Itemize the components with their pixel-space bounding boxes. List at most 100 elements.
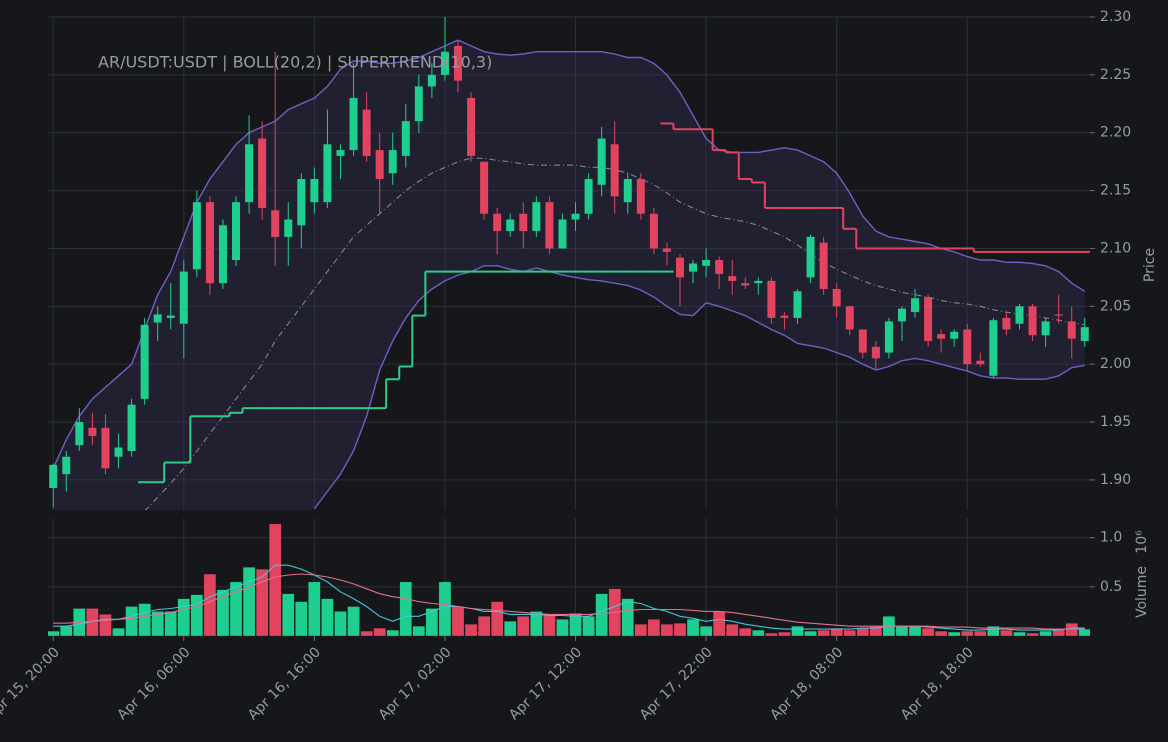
bollinger-band (53, 40, 1085, 510)
volume-bar (582, 616, 595, 636)
volume-bar (948, 631, 961, 636)
candle-body (989, 320, 998, 376)
volume-bar (647, 619, 661, 636)
candle-body (819, 242, 828, 289)
volume-bar (699, 626, 713, 636)
candle-body (728, 276, 737, 281)
volume-bar (399, 581, 412, 636)
candle-body (271, 210, 280, 237)
candle-body (832, 288, 841, 307)
candle-body (1080, 327, 1089, 342)
candle-body (597, 138, 606, 185)
volume-bar (843, 629, 856, 636)
candle-body (218, 225, 227, 284)
volume-bar (921, 627, 935, 636)
candle-body (675, 257, 684, 278)
y-tick-label: 2.10 (1100, 240, 1131, 256)
candle-body (937, 334, 946, 339)
volume-bar (1078, 628, 1090, 636)
candle-body (88, 427, 97, 436)
candle-body (950, 331, 959, 339)
candle-body (649, 213, 658, 249)
volume-bar (269, 523, 282, 636)
candle-body (258, 138, 267, 208)
volume-bar (856, 627, 869, 636)
volume-bar (504, 621, 517, 636)
y-tick-label: 2.00 (1100, 356, 1131, 372)
candle-body (1015, 306, 1024, 324)
volume-bar (203, 573, 217, 636)
volume-bar (895, 626, 909, 636)
candle-body (636, 179, 645, 214)
candle-body (780, 315, 789, 318)
candle-body (532, 202, 541, 232)
candle-body (1002, 317, 1011, 330)
candle-body (976, 360, 985, 365)
candle-body (323, 144, 332, 203)
volume-bar (739, 627, 752, 636)
volume-bar (778, 631, 791, 636)
y-tick-label: 2.15 (1100, 183, 1131, 199)
y-tick-label: 2.25 (1100, 67, 1131, 83)
volume-bar (242, 567, 256, 636)
candle-body (702, 260, 711, 266)
y-tick-label: 0.5 (1100, 579, 1122, 595)
volume-bar (765, 632, 778, 636)
volume-bar (425, 608, 439, 636)
candle-body (153, 314, 162, 323)
candle-body (715, 260, 724, 274)
candle-body (427, 74, 436, 87)
y-tick-label: 2.30 (1100, 9, 1131, 25)
volume-bar (530, 611, 543, 636)
bollinger-lower (313, 265, 1085, 510)
volume-bar (491, 601, 504, 636)
volume-bar (1000, 629, 1013, 636)
volume-bar (308, 581, 321, 636)
volume-bar (804, 630, 817, 636)
volume-bar (321, 598, 334, 636)
volume-bar (282, 593, 295, 636)
volume-bar (974, 630, 987, 636)
candle-body (401, 121, 410, 156)
candle-body (858, 329, 867, 353)
candle-body (558, 219, 567, 249)
candle-body (493, 213, 502, 232)
candle-body (767, 280, 776, 318)
volume-bar (712, 611, 726, 636)
chart-title: AR/USDT:USDT | BOLL(20,2) | SUPERTREND(1… (98, 53, 492, 72)
candle-body (297, 179, 306, 226)
candle-body (911, 298, 920, 313)
candle-body (623, 179, 632, 203)
candle-body (845, 306, 854, 330)
candle-body (127, 404, 136, 451)
volume-bar (347, 606, 360, 636)
volume-bar (48, 630, 60, 636)
candle-body (963, 329, 972, 365)
candle-body (1054, 314, 1063, 316)
y-tick-label: 1.95 (1100, 414, 1131, 430)
volume-bar (621, 598, 634, 636)
candle-body (166, 315, 175, 318)
candle-body (245, 144, 254, 203)
candle-body (440, 51, 449, 75)
volume-bar (830, 627, 843, 636)
candle-body (101, 427, 110, 469)
volume-offset-label: 10⁶ (1134, 530, 1150, 554)
candle-body (75, 422, 84, 446)
volume-bar (934, 630, 948, 636)
candle-body (414, 86, 423, 122)
volume-bar (334, 611, 347, 636)
volume-bar (660, 624, 674, 636)
volume-bar (634, 624, 647, 636)
volume-bar (543, 614, 556, 636)
volume-bar (791, 626, 804, 636)
volume-bar (255, 568, 269, 636)
candle-body (232, 202, 241, 261)
candle-body (349, 98, 358, 151)
volume-bar (451, 606, 465, 636)
candle-body (741, 283, 750, 286)
volume-bar (569, 613, 582, 636)
volume-bar (726, 624, 739, 636)
volume-bar (190, 594, 204, 636)
